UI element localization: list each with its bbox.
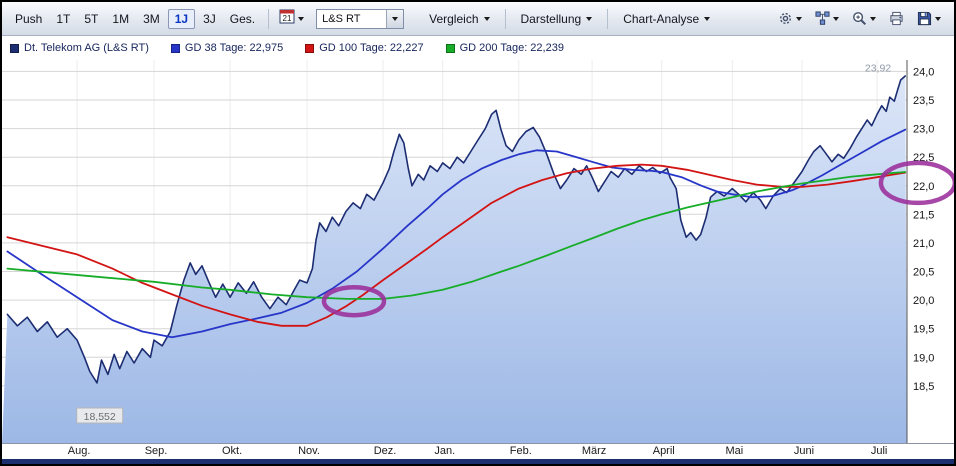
legend-item-gd38: GD 38 Tage: 22,975 bbox=[170, 42, 284, 54]
chevron-down-icon bbox=[935, 17, 941, 21]
x-axis-label: Juni bbox=[793, 445, 815, 457]
y-axis-label: 18,5 bbox=[913, 381, 934, 393]
x-axis-label: März bbox=[581, 445, 607, 457]
y-axis-label: 20,5 bbox=[913, 267, 934, 279]
legend-label: Dt. Telekom AG (L&S RT) bbox=[24, 42, 149, 54]
price-chart[interactable]: 24,0 23,5 23,0 22,5 22,0 21,5 21,0 20,5 20,0 19,5… bbox=[2, 60, 954, 443]
legend-label: GD 100 Tage: 22,227 bbox=[319, 42, 424, 54]
calendar-icon: 21 bbox=[279, 8, 295, 29]
legend-swatch bbox=[445, 43, 455, 53]
toolbar-separator bbox=[607, 8, 609, 29]
x-axis-label: Dez. bbox=[373, 445, 397, 457]
exchange-select-value: L&S RT bbox=[322, 12, 361, 25]
chevron-down-icon bbox=[833, 17, 839, 21]
range-button-3m[interactable]: 3M bbox=[143, 11, 160, 26]
settings-icon bbox=[778, 11, 793, 26]
annotation-ellipse bbox=[878, 160, 954, 206]
zoom-in-icon bbox=[852, 11, 867, 26]
gd38-line bbox=[6, 128, 907, 339]
chart-tools-icon bbox=[815, 11, 830, 26]
annotation-ellipse bbox=[321, 284, 387, 318]
x-axis-label: Jan. bbox=[434, 445, 456, 457]
x-axis-label: Feb. bbox=[509, 445, 532, 457]
x-axis: Aug. Sep. Okt. Nov. Dez. Jan. Feb. März April Mai… bbox=[2, 443, 954, 459]
print-button[interactable] bbox=[886, 9, 907, 28]
y-axis-label: 19,0 bbox=[913, 352, 934, 364]
svg-text:21: 21 bbox=[283, 14, 292, 23]
legend-swatch bbox=[305, 43, 315, 53]
legend-item-gd100: GD 100 Tage: 22,227 bbox=[305, 42, 424, 54]
chevron-down-icon bbox=[796, 17, 802, 21]
y-axis-label: 19,5 bbox=[913, 324, 934, 336]
save-button[interactable] bbox=[914, 9, 944, 28]
gd100-line bbox=[6, 163, 907, 327]
x-axis-label: Mai bbox=[725, 445, 744, 457]
menu-button-darstellung[interactable]: Darstellung bbox=[512, 9, 602, 29]
low-price-label-box bbox=[76, 407, 124, 424]
save-icon bbox=[917, 11, 932, 26]
x-axis-label: Sep. bbox=[144, 445, 168, 457]
chevron-down-icon bbox=[870, 17, 876, 21]
legend-label: GD 38 Tage: 22,975 bbox=[184, 42, 284, 54]
y-axis-label: 23,5 bbox=[913, 95, 934, 107]
chevron-down-icon bbox=[483, 17, 490, 21]
range-button-group: Push 1T 5T 1M 3M 1J 3J Ges. bbox=[8, 8, 262, 29]
y-axis-label: 22,0 bbox=[913, 181, 934, 193]
chart-toolbar: Push 1T 5T 1M 3M 1J 3J Ges. 21 L&S RT Vergleich… bbox=[2, 2, 954, 36]
legend-swatch bbox=[170, 43, 180, 53]
last-price-label: 23,92 bbox=[865, 62, 891, 74]
print-icon bbox=[889, 11, 904, 26]
gd200-line bbox=[6, 171, 907, 300]
range-button-push[interactable]: Push bbox=[15, 11, 43, 26]
range-button-3j[interactable]: 3J bbox=[203, 11, 216, 26]
x-axis-label: Okt. bbox=[221, 445, 243, 457]
range-button-1t[interactable]: 1T bbox=[56, 11, 71, 26]
settings-button[interactable] bbox=[775, 9, 805, 28]
y-axis-label: 20,0 bbox=[913, 295, 934, 307]
chart-canvas[interactable]: 24,023,523,022,522,021,521,020,520,019,5… bbox=[2, 60, 954, 443]
range-button-5t[interactable]: 5T bbox=[84, 11, 99, 26]
y-axis-label: 24,0 bbox=[913, 66, 934, 78]
toolbar-separator bbox=[268, 8, 270, 29]
toolbar-separator bbox=[504, 8, 506, 29]
x-axis-label: April bbox=[652, 445, 675, 457]
chart-tools-button[interactable] bbox=[812, 9, 842, 28]
legend-label: GD 200 Tage: 22,239 bbox=[459, 42, 564, 54]
exchange-select[interactable]: L&S RT bbox=[316, 8, 405, 29]
menu-button-chart-analyse[interactable]: Chart-Analyse bbox=[614, 9, 719, 29]
menu-label: Vergleich bbox=[429, 11, 479, 26]
x-axis-label: Aug. bbox=[67, 445, 91, 457]
legend-swatch bbox=[10, 43, 19, 53]
bottom-bar bbox=[2, 459, 954, 464]
range-button-1m[interactable]: 1M bbox=[112, 11, 130, 26]
legend-item-gd200: GD 200 Tage: 22,239 bbox=[445, 42, 564, 54]
x-axis-label: Juli bbox=[870, 445, 888, 457]
range-button-ges[interactable]: Ges. bbox=[229, 11, 256, 26]
menu-button-vergleich[interactable]: Vergleich bbox=[420, 9, 498, 29]
chevron-down-icon bbox=[586, 17, 593, 21]
menu-label: Darstellung bbox=[520, 11, 582, 26]
low-price-label: 18,552 bbox=[84, 411, 116, 423]
chevron-down-icon bbox=[392, 17, 399, 21]
zoom-in-button[interactable] bbox=[849, 9, 879, 28]
chevron-down-icon bbox=[704, 17, 711, 21]
price-line bbox=[6, 75, 907, 384]
y-axis-label: 21,5 bbox=[913, 209, 934, 221]
toolbar-icon-group bbox=[775, 9, 948, 28]
y-axis-label: 23,0 bbox=[913, 124, 934, 136]
select-arrow-button[interactable] bbox=[386, 9, 404, 28]
chevron-down-icon bbox=[298, 17, 305, 21]
chart-legend: Dt. Telekom AG (L&S RT) GD 38 Tage: 22,97… bbox=[2, 36, 954, 60]
calendar-button[interactable]: 21 bbox=[275, 6, 308, 31]
x-axis-label: Nov. bbox=[298, 445, 320, 457]
y-axis-label: 21,0 bbox=[913, 238, 934, 250]
legend-item-price: Dt. Telekom AG (L&S RT) bbox=[10, 42, 149, 54]
menu-label: Chart-Analyse bbox=[623, 11, 700, 26]
menu-button-group: Vergleich Darstellung Chart-Analyse bbox=[420, 8, 719, 29]
range-button-1j[interactable]: 1J bbox=[167, 8, 196, 29]
price-area bbox=[2, 76, 907, 443]
